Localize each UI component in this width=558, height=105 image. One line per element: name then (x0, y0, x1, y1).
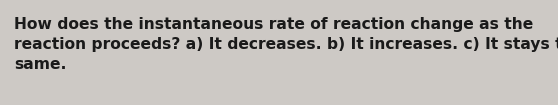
Text: How does the instantaneous rate of reaction change as the
reaction proceeds? a) : How does the instantaneous rate of react… (14, 17, 558, 72)
